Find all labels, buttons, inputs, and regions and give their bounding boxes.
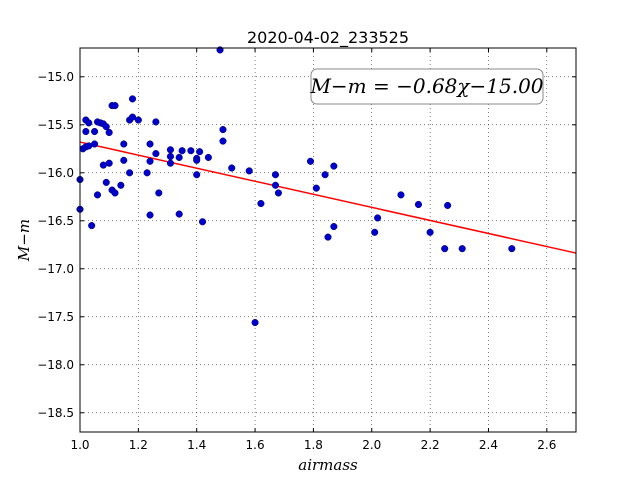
data-point [88,222,96,230]
data-point [414,200,422,209]
data-point [245,167,253,175]
data-point [178,147,186,155]
data-point [193,156,201,164]
data-point [321,171,329,179]
fit-line-group [79,141,577,254]
data-point [143,169,151,177]
fit-line [79,141,577,254]
data-point [166,152,174,161]
data-point [166,159,174,167]
data-point [155,189,163,197]
data-point [128,113,137,121]
data-point [91,127,99,136]
x-tick-label: 2.6 [537,438,556,452]
data-point [175,153,183,161]
data-point [508,245,516,253]
data-point [257,199,265,208]
data-point [251,319,259,327]
data-point [306,157,315,165]
data-point [426,228,434,236]
data-point [128,95,137,103]
x-tick-label: 2.2 [421,438,440,452]
data-point [93,191,102,199]
y-axis-label: M−m [15,219,33,262]
data-point [204,153,212,161]
x-tick-label: 1.6 [246,438,265,452]
data-point [105,128,113,137]
data-point [111,189,119,197]
data-point [312,184,320,192]
data-point [146,157,154,165]
data-point [196,148,204,156]
data-point [120,156,128,164]
axis-ticks: 1.0 1.2 1.4 1.6 1.8 2.0 2.2 2.4 2.6 −15.0 −15.5 −16… [37,48,576,452]
data-point [228,164,236,172]
data-point [374,214,382,222]
data-point [120,140,128,148]
x-tick-label: 2.0 [362,438,381,452]
data-point [198,218,207,226]
data-point [441,245,449,253]
data-point [102,123,110,131]
plot-frame [79,47,577,433]
data-point [444,201,452,209]
data-point [274,189,282,197]
data-point [134,116,142,124]
x-tick-label: 1.2 [129,438,148,452]
x-axis-label: airmass [298,456,358,474]
data-point [187,147,195,155]
data-point [219,126,227,134]
x-tick-label: 1.8 [304,438,323,452]
y-tick-label: −16.0 [37,166,74,180]
x-tick-label: 1.0 [70,438,89,452]
chart-title: 2020-04-02_233525 [247,28,409,48]
data-point [102,178,110,186]
data-point [271,181,280,189]
data-point [91,140,99,148]
data-point [146,211,154,219]
x-tick-label: 2.4 [479,438,498,452]
y-tick-label: −15.5 [37,118,74,132]
data-point [111,102,119,110]
data-point [397,191,405,199]
data-point [117,181,125,189]
data-point [152,118,160,126]
data-point [175,210,183,218]
data-point [324,233,332,241]
data-points [76,46,516,327]
y-tick-label: −17.5 [37,310,74,324]
fit-equation: M−m = −0.68χ−15.00 [309,74,543,98]
y-tick-label: −17.0 [37,262,74,276]
x-tick-label: 1.4 [187,438,206,452]
annotation-box [310,68,544,105]
data-point [166,146,174,154]
data-point [219,137,227,145]
data-point [105,159,113,167]
data-point [152,150,160,158]
data-point [85,119,93,127]
data-point [193,171,201,179]
data-point [330,223,338,231]
data-point [458,245,466,253]
data-point [146,140,154,148]
y-tick-label: −18.5 [37,406,74,420]
data-point [271,171,280,179]
fit-annotation: M−m = −0.68χ−15.00 [309,68,544,105]
data-point [330,162,338,170]
y-tick-label: −16.5 [37,214,74,228]
y-tick-label: −15.0 [37,70,74,84]
data-point [82,127,90,136]
y-tick-label: −18.0 [37,358,74,372]
data-point [371,228,379,236]
data-point [126,169,134,177]
